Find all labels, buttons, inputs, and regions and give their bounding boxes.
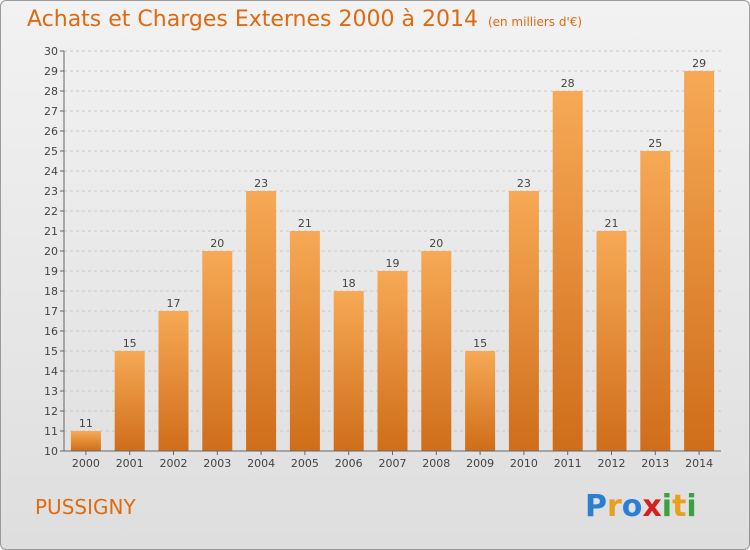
proxiti-logo: Proxiti	[585, 489, 697, 524]
x-tick-label: 2000	[72, 457, 100, 470]
data-label: 15	[123, 337, 137, 350]
x-tick-label: 2013	[641, 457, 669, 470]
y-tick-label: 15	[44, 345, 58, 358]
x-tick-label: 2004	[247, 457, 275, 470]
chart-title: Achats et Charges Externes 2000 à 2014 (e…	[27, 7, 582, 32]
x-tick-label: 2014	[685, 457, 713, 470]
data-label: 19	[386, 257, 400, 270]
logo-letter: o	[621, 489, 643, 524]
y-tick-label: 16	[44, 325, 58, 338]
data-label: 28	[561, 77, 575, 90]
data-label: 21	[298, 217, 312, 230]
y-tick-label: 21	[44, 225, 58, 238]
bar	[246, 191, 277, 451]
x-axis: 2000 2001 2002 2003 2004 2005 2006 2007 2008 2009…	[64, 450, 721, 470]
y-tick-label: 25	[44, 145, 58, 158]
bar	[465, 351, 496, 451]
bar	[684, 71, 715, 451]
x-tick-label: 2009	[466, 457, 494, 470]
x-tick-label: 2007	[379, 457, 407, 470]
data-label: 18	[342, 277, 356, 290]
data-label: 23	[517, 177, 531, 190]
y-tick-label: 20	[44, 245, 58, 258]
logo-letter: r	[607, 489, 622, 524]
y-tick-label: 28	[44, 85, 58, 98]
logo-letter: x	[642, 489, 662, 524]
y-tick-label: 26	[44, 125, 58, 138]
bar	[552, 91, 583, 451]
y-tick-label: 24	[44, 165, 58, 178]
data-label: 29	[692, 57, 706, 70]
bar	[640, 151, 671, 451]
y-tick-label: 30	[44, 45, 58, 58]
chart-unit: (en milliers d'€)	[487, 15, 583, 29]
logo-letter: P	[585, 489, 607, 524]
y-tick-label: 19	[44, 265, 58, 278]
bar	[333, 291, 364, 451]
bar	[596, 231, 627, 451]
logo-letter: i	[686, 489, 697, 524]
chart-title-text: Achats et Charges Externes 2000 à 2014	[27, 7, 478, 32]
y-tick-label: 18	[44, 285, 58, 298]
y-tick-label: 27	[44, 105, 58, 118]
data-label: 11	[79, 417, 93, 430]
logo-letter: i	[661, 489, 673, 524]
bar	[508, 191, 539, 451]
logo-letter: t	[672, 489, 687, 524]
commune-name: PUSSIGNY	[35, 495, 136, 519]
x-tick-label: 2003	[203, 457, 231, 470]
bar	[421, 251, 452, 451]
bar	[289, 231, 320, 451]
x-tick-label: 2001	[116, 457, 144, 470]
y-tick-label: 22	[44, 205, 58, 218]
bar	[70, 431, 101, 451]
data-label: 21	[605, 217, 619, 230]
data-label: 20	[429, 237, 443, 250]
y-tick-label: 12	[44, 405, 58, 418]
y-tick-label: 10	[44, 445, 58, 458]
bar	[114, 351, 145, 451]
y-tick-label: 23	[44, 185, 58, 198]
y-tick-label: 11	[44, 425, 58, 438]
y-axis: 10 11 12 13 14 15 16 17 18 19 20 21 22 23 24 25 26 27 28 29…	[44, 45, 65, 458]
data-label: 23	[254, 177, 268, 190]
y-tick-label: 29	[44, 65, 58, 78]
x-tick-label: 2008	[422, 457, 450, 470]
bar	[202, 251, 233, 451]
bar	[158, 311, 189, 451]
x-tick-label: 2005	[291, 457, 319, 470]
data-label: 17	[167, 297, 181, 310]
y-tick-label: 13	[44, 385, 58, 398]
bar	[377, 271, 408, 451]
x-tick-label: 2010	[510, 457, 538, 470]
data-label: 25	[648, 137, 662, 150]
data-label: 20	[210, 237, 224, 250]
bars: 11 15 17 20 23 21 18 19 20 15 23 28 21 25 29	[70, 57, 715, 451]
x-tick-label: 2012	[598, 457, 626, 470]
x-tick-label: 2006	[335, 457, 363, 470]
x-tick-label: 2011	[554, 457, 582, 470]
y-tick-label: 17	[44, 305, 58, 318]
data-label: 15	[473, 337, 487, 350]
y-tick-label: 14	[44, 365, 58, 378]
x-tick-label: 2002	[160, 457, 188, 470]
